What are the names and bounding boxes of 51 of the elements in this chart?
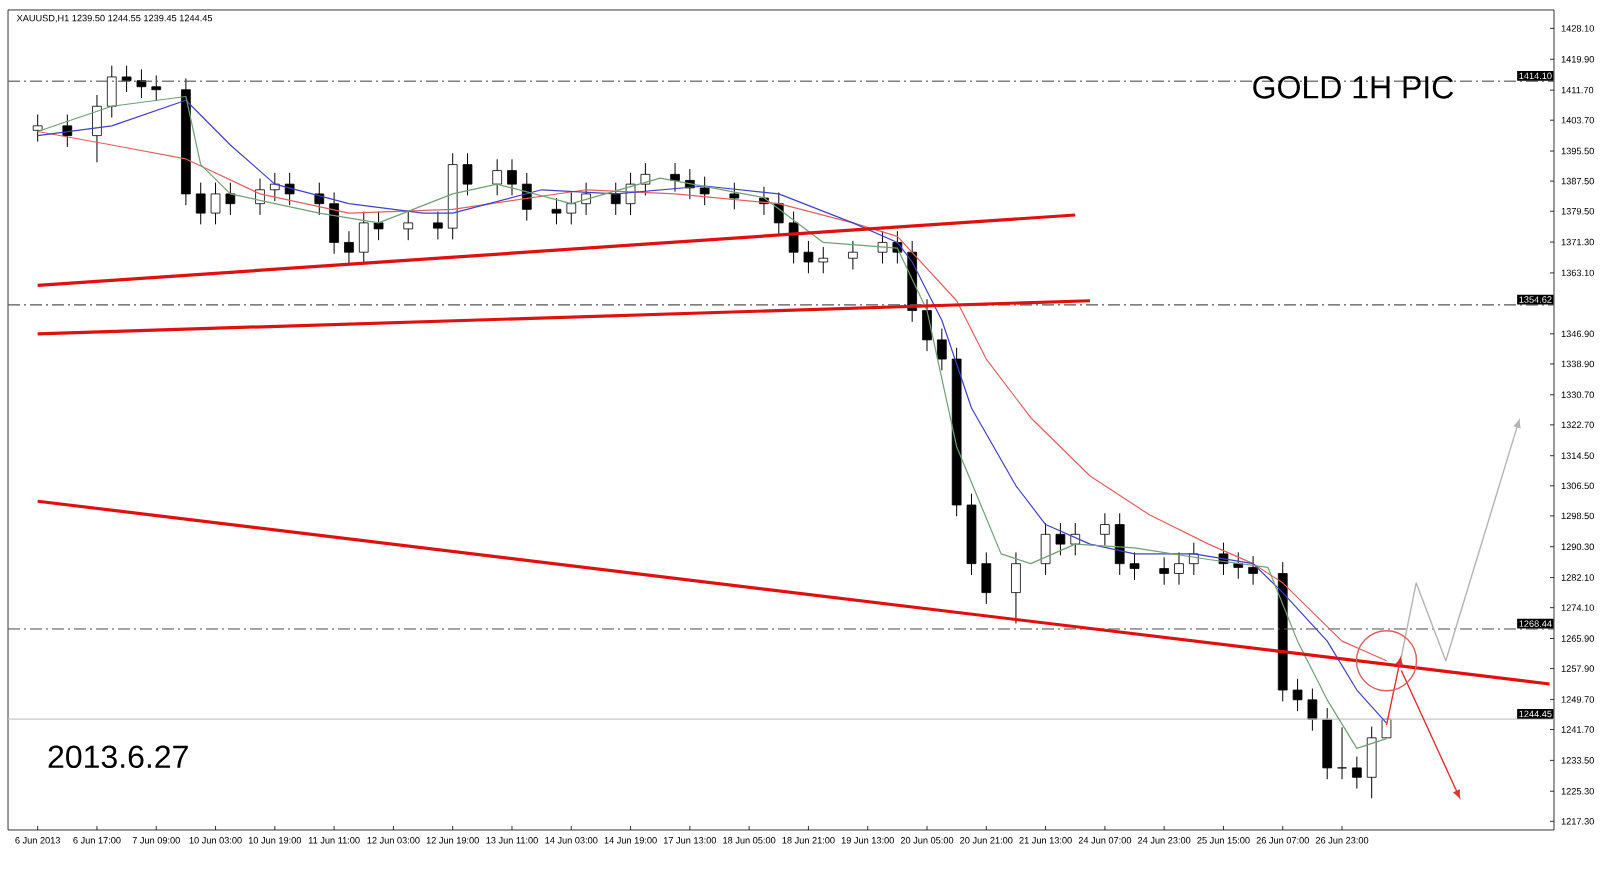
candlestick <box>121 65 132 93</box>
candlestick <box>922 298 932 352</box>
candlestick <box>329 191 339 255</box>
candlestick <box>62 114 73 148</box>
candlestick <box>358 211 369 264</box>
candlestick <box>1337 726 1347 780</box>
candlestick <box>507 158 517 196</box>
candlestick <box>1100 512 1110 547</box>
candlestick <box>981 551 992 605</box>
candlestick <box>670 162 680 193</box>
annotation: GOLD 1H PIC <box>1253 76 1454 99</box>
candlestick <box>284 172 295 206</box>
candlestick <box>492 158 503 196</box>
candlestick <box>1011 551 1021 624</box>
candlestick <box>788 211 799 264</box>
candlestick <box>1352 756 1362 790</box>
candlestick <box>151 74 162 102</box>
candlestick <box>1307 688 1318 732</box>
candlestick <box>1292 678 1303 712</box>
candlestick <box>1055 522 1066 556</box>
candlestick <box>848 240 858 271</box>
candlestick <box>936 328 947 371</box>
candlestick <box>1174 551 1184 586</box>
candlestick <box>344 230 354 264</box>
candlestick <box>403 211 414 241</box>
candlestick <box>210 182 221 225</box>
candlestick <box>803 240 814 274</box>
candlestick <box>225 182 236 216</box>
candlestick <box>373 211 384 241</box>
candlestick <box>818 246 829 274</box>
candlestick <box>773 191 784 235</box>
candlestick <box>1248 555 1258 586</box>
annotation: 2013.6.27 <box>48 745 188 769</box>
candlestick <box>433 211 443 240</box>
candlestick <box>1129 551 1140 581</box>
candlestick <box>195 182 206 225</box>
candlestick <box>640 162 651 196</box>
candlestick <box>1366 726 1377 799</box>
candlestick <box>462 152 473 196</box>
candlestick <box>1114 512 1125 576</box>
candlestick <box>92 94 102 163</box>
candlestick <box>1040 522 1051 576</box>
candlestick <box>32 114 43 143</box>
candlestick <box>269 172 280 202</box>
candlestick <box>551 197 562 225</box>
candlestick <box>1159 556 1170 586</box>
candlestick <box>610 182 621 216</box>
candlestick <box>106 65 117 119</box>
candlestick <box>729 182 740 210</box>
candlestick <box>566 191 577 225</box>
candlestick <box>699 176 710 206</box>
